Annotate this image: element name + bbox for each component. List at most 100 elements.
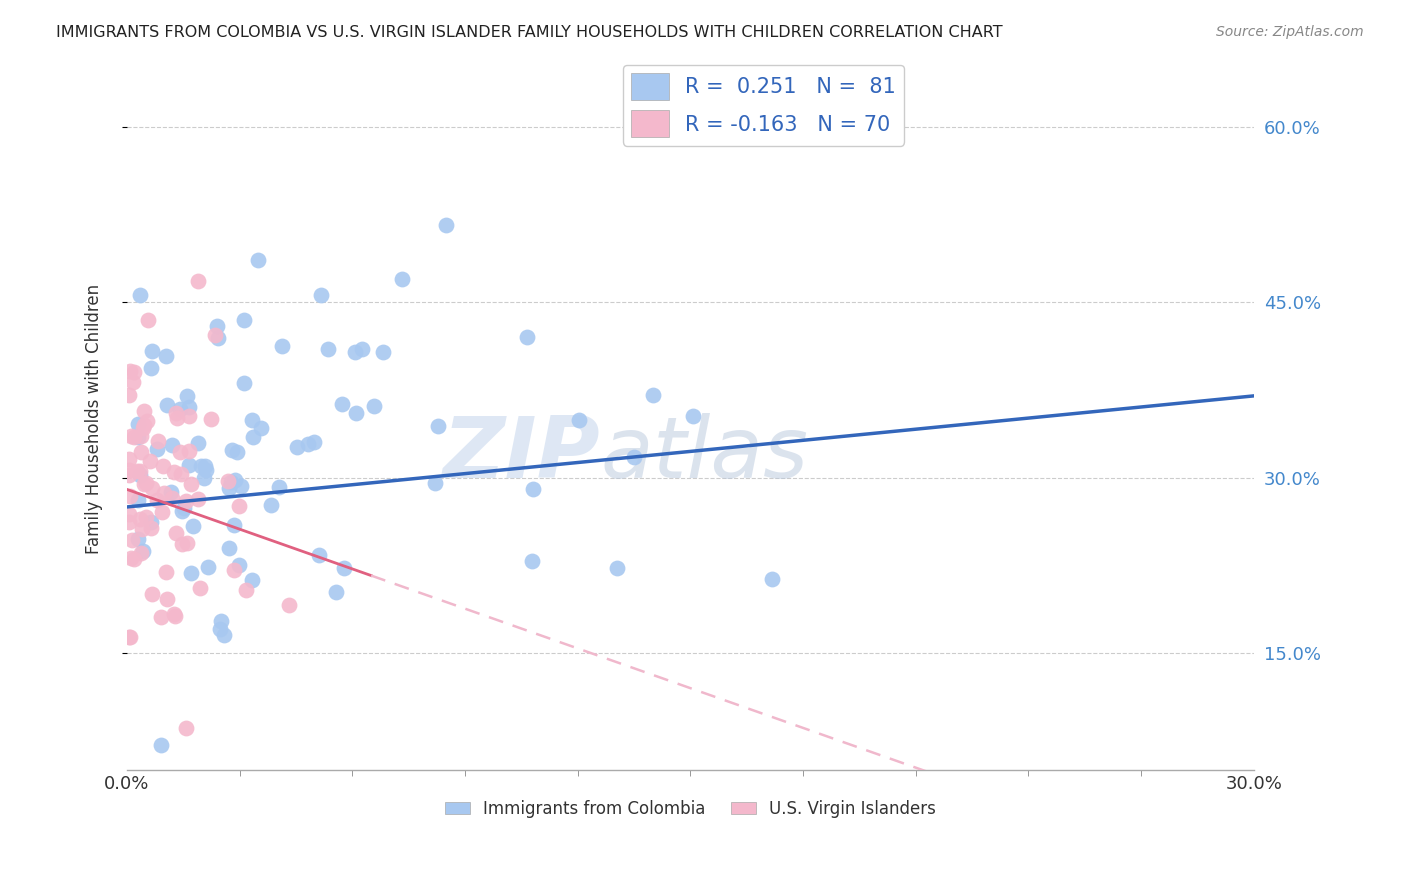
Point — [197, 560, 219, 574]
Point — [193, 471, 215, 485]
Point — [225, 445, 247, 459]
Point — [207, 331, 229, 345]
Point — [166, 407, 188, 421]
Point — [132, 477, 155, 491]
Point — [434, 218, 457, 232]
Point — [173, 500, 195, 515]
Point — [176, 536, 198, 550]
Point — [187, 492, 209, 507]
Point — [623, 450, 645, 465]
Point — [127, 464, 149, 478]
Y-axis label: Family Households with Children: Family Households with Children — [86, 285, 103, 554]
Point — [228, 558, 250, 572]
Point — [169, 401, 191, 416]
Point — [122, 375, 145, 389]
Point — [132, 543, 155, 558]
Point — [180, 566, 202, 581]
Point — [190, 458, 212, 473]
Point — [177, 444, 200, 458]
Point — [325, 584, 347, 599]
Point — [187, 274, 209, 288]
Point — [127, 417, 149, 431]
Point — [132, 418, 155, 433]
Point — [120, 630, 142, 644]
Point — [391, 272, 413, 286]
Point — [242, 430, 264, 444]
Point — [132, 404, 155, 418]
Point — [146, 434, 169, 449]
Point — [121, 533, 143, 548]
Point — [127, 532, 149, 546]
Point — [222, 518, 245, 533]
Point — [146, 493, 169, 508]
Point — [188, 582, 211, 596]
Point — [363, 399, 385, 413]
Point — [155, 349, 177, 363]
Point — [214, 627, 236, 641]
Point — [209, 614, 232, 628]
Point — [176, 389, 198, 403]
Point — [221, 442, 243, 457]
Point — [333, 561, 356, 575]
Point — [219, 475, 242, 489]
Point — [516, 330, 538, 344]
Point — [194, 458, 217, 473]
Point — [682, 409, 704, 423]
Point — [128, 288, 150, 302]
Point — [139, 360, 162, 375]
Point — [233, 312, 256, 326]
Point — [606, 561, 628, 575]
Point — [118, 463, 141, 477]
Point — [240, 412, 263, 426]
Point — [141, 587, 163, 601]
Point — [156, 592, 179, 607]
Point — [179, 458, 201, 473]
Point — [271, 339, 294, 353]
Point — [152, 458, 174, 473]
Point — [155, 565, 177, 579]
Point — [308, 548, 330, 562]
Point — [160, 438, 183, 452]
Point — [344, 405, 367, 419]
Point — [233, 376, 256, 391]
Point — [259, 498, 281, 512]
Point — [150, 610, 173, 624]
Point — [165, 608, 187, 623]
Point — [132, 421, 155, 435]
Point — [129, 545, 152, 559]
Point — [149, 739, 172, 753]
Point — [170, 467, 193, 481]
Point — [218, 541, 240, 555]
Point — [761, 572, 783, 586]
Point — [174, 493, 197, 508]
Point — [118, 388, 141, 402]
Point — [129, 467, 152, 482]
Point — [240, 573, 263, 587]
Point — [162, 491, 184, 505]
Point — [522, 482, 544, 496]
Point — [170, 503, 193, 517]
Point — [128, 511, 150, 525]
Point — [250, 420, 273, 434]
Point — [135, 476, 157, 491]
Point — [350, 342, 373, 356]
Point — [120, 551, 142, 566]
Point — [153, 486, 176, 500]
Point — [138, 312, 160, 326]
Point — [120, 429, 142, 443]
Point — [330, 397, 353, 411]
Point — [160, 485, 183, 500]
Point — [187, 435, 209, 450]
Text: IMMIGRANTS FROM COLOMBIA VS U.S. VIRGIN ISLANDER FAMILY HOUSEHOLDS WITH CHILDREN: IMMIGRANTS FROM COLOMBIA VS U.S. VIRGIN … — [56, 25, 1002, 40]
Point — [568, 413, 591, 427]
Point — [156, 398, 179, 412]
Point — [427, 419, 450, 434]
Point — [229, 478, 252, 492]
Point — [141, 482, 163, 496]
Point — [141, 344, 163, 359]
Point — [423, 475, 446, 490]
Text: Source: ZipAtlas.com: Source: ZipAtlas.com — [1216, 25, 1364, 39]
Point — [139, 515, 162, 529]
Point — [371, 345, 394, 359]
Point — [204, 328, 226, 343]
